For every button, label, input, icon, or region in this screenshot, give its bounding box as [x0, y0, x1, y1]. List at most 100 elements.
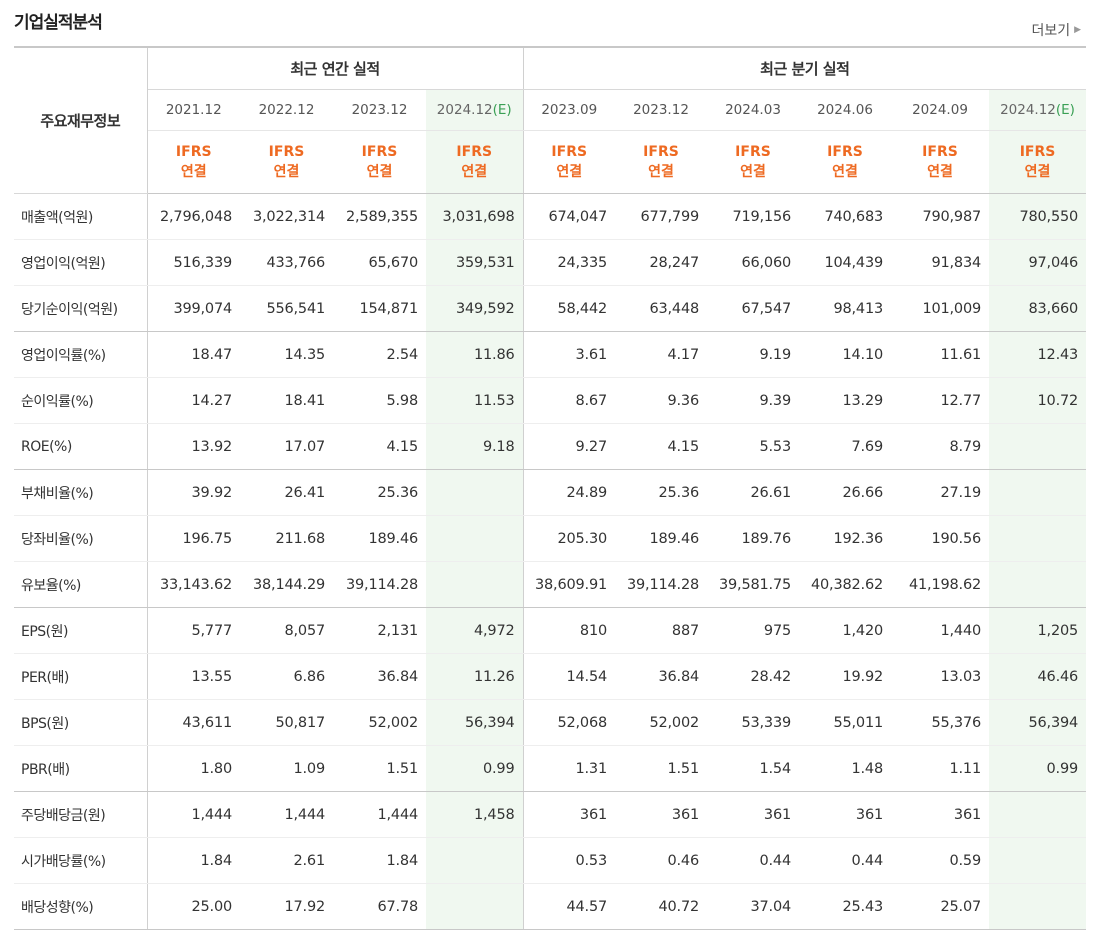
- table-cell: 26.66: [799, 469, 891, 516]
- table-cell: 0.59: [891, 837, 989, 884]
- table-cell: 28.42: [707, 653, 799, 700]
- ifrs-badge: IFRS 연결: [456, 142, 492, 182]
- ifrs-header: IFRS 연결: [333, 130, 426, 194]
- ifrs-label: IFRS: [922, 144, 958, 160]
- table-cell: 38,144.29: [240, 561, 333, 608]
- table-cell: [989, 423, 1087, 470]
- table-cell: 1.48: [799, 745, 891, 792]
- table-cell: 196.75: [147, 515, 240, 562]
- table-cell: 13.55: [147, 653, 240, 700]
- table-cell: 1.84: [333, 837, 426, 884]
- table-cell: 0.99: [989, 745, 1087, 792]
- row-label: 영업이익률(%): [14, 331, 148, 378]
- consolidated-label: 연결: [740, 164, 766, 180]
- table-row: 시가배당률(%) 1.84 2.61 1.84 0.53 0.46 0.44 0.44 0.59: [14, 837, 1087, 884]
- consolidated-label: 연결: [1024, 164, 1051, 180]
- ifrs-badge: IFRS 연결: [1020, 142, 1056, 182]
- table-cell: 1.51: [333, 745, 426, 792]
- table-cell: 101,009: [891, 285, 989, 332]
- table-cell: 52,002: [615, 699, 707, 746]
- table-cell: 674,047: [522, 193, 615, 240]
- table-cell: 780,550: [989, 193, 1087, 240]
- table-cell: 190.56: [891, 515, 989, 562]
- table-cell: 17.92: [240, 883, 333, 930]
- table-cell: 975: [707, 607, 799, 654]
- table-cell: [989, 791, 1087, 838]
- table-cell: 44.57: [522, 883, 615, 930]
- quarter-group-header: 최근 분기 실적: [522, 46, 1087, 90]
- ifrs-header: IFRS 연결: [989, 130, 1087, 194]
- table-cell: [426, 883, 523, 930]
- table-cell: 211.68: [240, 515, 333, 562]
- table-cell: 1,458: [426, 791, 523, 838]
- row-label: PBR(배): [14, 745, 148, 792]
- table-cell: 1,205: [989, 607, 1087, 654]
- table-cell: 7.69: [799, 423, 891, 470]
- table-cell: 41,198.62: [891, 561, 989, 608]
- table-cell: 189.76: [707, 515, 799, 562]
- table-cell: 39,114.28: [333, 561, 426, 608]
- table-cell: 67.78: [333, 883, 426, 930]
- period-label: 2024.12: [436, 102, 493, 118]
- table-row: 배당성향(%) 25.00 17.92 67.78 44.57 40.72 37.04 25.…: [14, 883, 1087, 930]
- table-row: 주당배당금(원) 1,444 1,444 1,444 1,458 361 361 361 361…: [14, 791, 1087, 838]
- ifrs-header: IFRS 연결: [240, 130, 333, 194]
- table-cell: 154,871: [333, 285, 426, 332]
- row-label: 당기순이익(억원): [14, 285, 148, 332]
- table-cell: 97,046: [989, 239, 1087, 286]
- table-cell: 4,972: [426, 607, 523, 654]
- ifrs-header-row: IFRS 연결 IFRS 연결 IFRS 연결 IFRS 연결 IFRS 연결 IFRS 연결 IFRS…: [14, 130, 1087, 194]
- table-row: PER(배) 13.55 6.86 36.84 11.26 14.54 36.84 28.42…: [14, 653, 1087, 700]
- table-cell: 24.89: [522, 469, 615, 516]
- table-cell: 11.61: [891, 331, 989, 378]
- row-label: 배당성향(%): [14, 883, 148, 930]
- table-cell: 677,799: [615, 193, 707, 240]
- row-label: 유보율(%): [14, 561, 148, 608]
- table-cell: 83,660: [989, 285, 1087, 332]
- ifrs-header: IFRS 연결: [522, 130, 615, 194]
- ifrs-badge: IFRS 연결: [643, 142, 679, 182]
- table-cell: 65,670: [333, 239, 426, 286]
- table-cell: 359,531: [426, 239, 523, 286]
- period-header: 2023.12: [615, 89, 707, 131]
- table-cell: 361: [615, 791, 707, 838]
- table-cell: 2.54: [333, 331, 426, 378]
- table-cell: 39.92: [147, 469, 240, 516]
- table-cell: 33,143.62: [147, 561, 240, 608]
- period-label: 2023.12: [633, 102, 689, 118]
- table-cell: 5,777: [147, 607, 240, 654]
- table-cell: 25.43: [799, 883, 891, 930]
- table-cell: 12.77: [891, 377, 989, 424]
- table-cell: 19.92: [799, 653, 891, 700]
- table-cell: 1,444: [333, 791, 426, 838]
- ifrs-header: IFRS 연결: [707, 130, 799, 194]
- table-cell: 2.61: [240, 837, 333, 884]
- table-cell: 0.99: [426, 745, 523, 792]
- consolidated-label: 연결: [832, 164, 858, 180]
- ifrs-label: IFRS: [643, 144, 679, 160]
- table-cell: 56,394: [989, 699, 1087, 746]
- table-cell: 14.54: [522, 653, 615, 700]
- table-cell: 349,592: [426, 285, 523, 332]
- ifrs-label: IFRS: [361, 144, 398, 160]
- row-label: ROE(%): [14, 423, 148, 470]
- more-label: 더보기: [1031, 23, 1071, 39]
- table-cell: 25.36: [615, 469, 707, 516]
- table-row: BPS(원) 43,611 50,817 52,002 56,394 52,068 52,0…: [14, 699, 1087, 746]
- table-cell: 719,156: [707, 193, 799, 240]
- ifrs-badge: IFRS 연결: [176, 142, 212, 182]
- table-cell: [989, 837, 1087, 884]
- table-cell: 98,413: [799, 285, 891, 332]
- period-header: 2022.12: [240, 89, 333, 131]
- period-header: 2023.09: [522, 89, 615, 131]
- table-cell: 56,394: [426, 699, 523, 746]
- period-header: 2024.03: [707, 89, 799, 131]
- more-link[interactable]: 더보기 ▶: [1031, 20, 1081, 40]
- table-cell: 53,339: [707, 699, 799, 746]
- table-cell: 205.30: [522, 515, 615, 562]
- table-cell: 0.44: [799, 837, 891, 884]
- table-cell: 9.36: [615, 377, 707, 424]
- table-cell: 13.03: [891, 653, 989, 700]
- table-cell: 28,247: [615, 239, 707, 286]
- row-label: 당좌비율(%): [14, 515, 148, 562]
